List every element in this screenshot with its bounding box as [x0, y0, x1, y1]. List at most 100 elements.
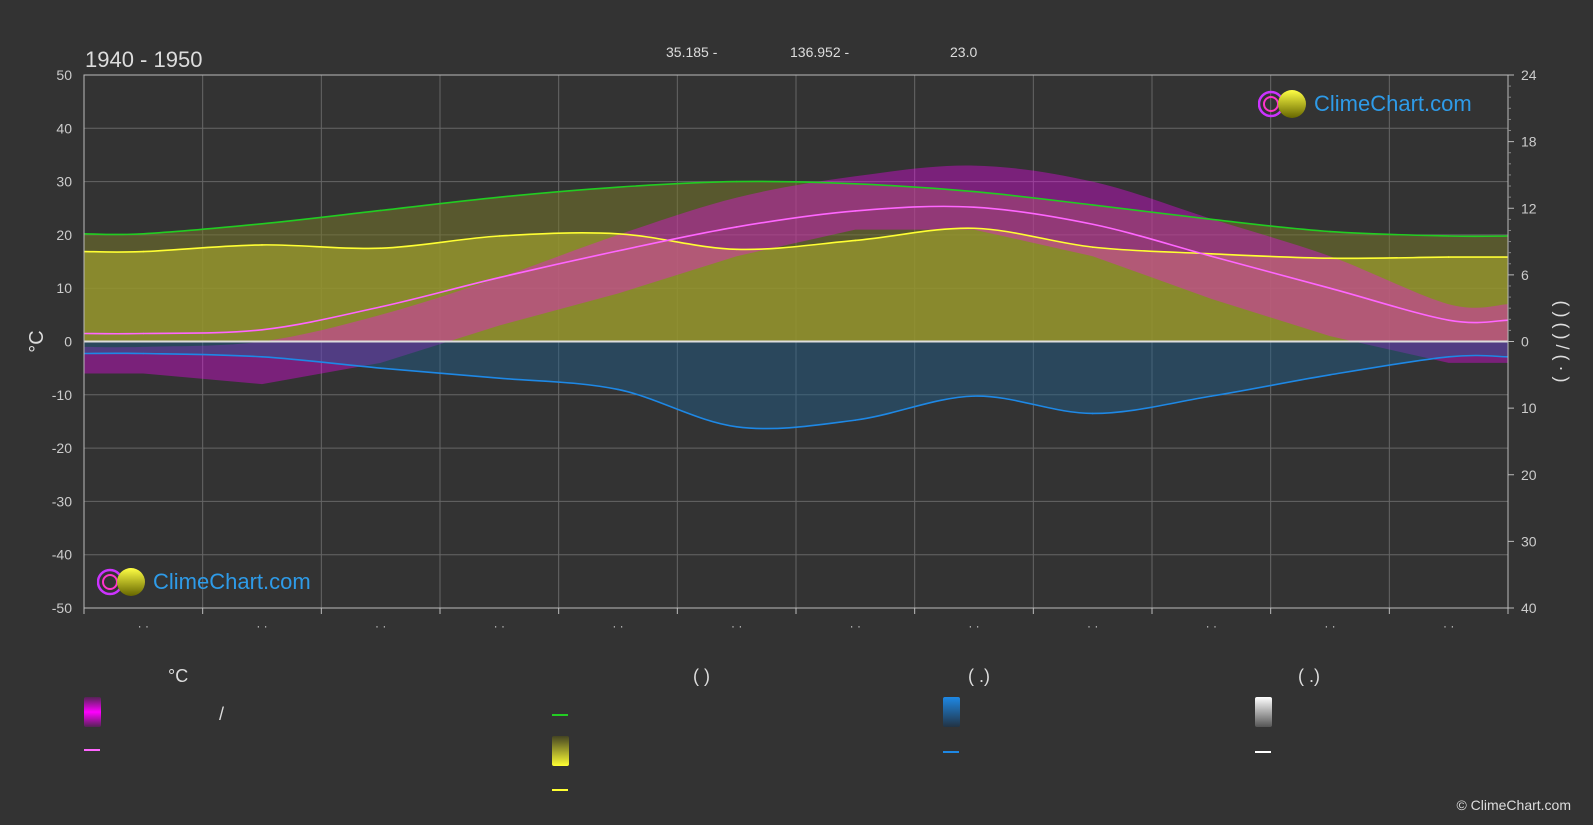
legend-temp-header: °C	[168, 666, 189, 686]
temp_mean-point	[1210, 255, 1213, 258]
rain-line-icon	[943, 751, 959, 753]
y-right-bottom-tick-label: 40	[1521, 600, 1537, 616]
y-left-tick-label: -30	[52, 493, 72, 509]
y-left-tick-label: -40	[52, 547, 72, 563]
precip-point	[1091, 412, 1094, 415]
temp_mean-point	[1329, 287, 1331, 290]
sunshine-swatch-icon	[552, 736, 569, 766]
sunshine-point	[1091, 246, 1094, 248]
elevation-value: 23.0	[950, 44, 978, 60]
y-left-axis-label: °C	[26, 330, 48, 352]
y-left-tick-label: -20	[52, 440, 72, 456]
month-label: · ·	[1087, 619, 1098, 633]
daylight-point	[1210, 218, 1213, 221]
month-label: · ·	[1324, 619, 1335, 633]
temp-range-swatch-icon	[84, 697, 101, 727]
y-right-top-tick-label: 12	[1521, 200, 1537, 216]
y-right-bottom-tick-label: 20	[1521, 467, 1537, 483]
month-label: · ·	[612, 619, 623, 633]
daylight-point	[142, 232, 145, 235]
daylight-point	[1091, 204, 1094, 206]
daylight-point	[498, 196, 501, 198]
sunshine-point	[379, 247, 382, 250]
daylight-line-icon	[552, 714, 568, 716]
rain-swatch-icon	[943, 697, 960, 727]
precip-point	[735, 425, 738, 428]
y-left-tick-label: 50	[56, 67, 72, 83]
month-label: · ·	[731, 619, 742, 633]
precip-point	[973, 395, 975, 397]
temp_mean-point	[379, 306, 382, 308]
temperature-mean-line	[83, 205, 1509, 335]
snow-swatch-icon	[1255, 697, 1272, 727]
daylight-line	[83, 180, 1509, 238]
temp-mean-line-icon	[84, 749, 100, 751]
latitude-value: 35.185 -	[666, 44, 718, 60]
climechart-logo-bottom: ClimeChart.com	[97, 566, 311, 598]
month-label: · ·	[494, 619, 505, 633]
precip-point	[498, 377, 501, 379]
temp_mean-point	[735, 226, 738, 228]
y-left-tick-label: 40	[56, 120, 72, 136]
legend-rain-header: ( .)	[968, 666, 990, 686]
y-left-tick-label: -50	[52, 600, 72, 616]
sunshine-line-icon	[552, 789, 568, 791]
month-label: · ·	[375, 619, 386, 633]
temperature-range-area	[84, 165, 1508, 385]
y-right-top-tick-label: 24	[1521, 67, 1537, 83]
precip-point	[379, 367, 382, 369]
daylight-point	[1447, 235, 1450, 237]
precip-point	[854, 419, 857, 421]
period-title: 1940 - 1950	[85, 47, 203, 72]
sunshine-point	[1329, 257, 1331, 260]
y-right-axis-label: ( ) ( ) / ( · )	[1552, 301, 1572, 383]
precip-point	[1329, 374, 1331, 376]
copyright-text: © ClimeChart.com	[1456, 797, 1571, 813]
daylight-point	[379, 209, 382, 212]
sunshine-point	[498, 235, 501, 237]
precip-point	[617, 388, 619, 391]
temp_mean-point	[854, 210, 857, 212]
precip-point	[261, 356, 263, 358]
temp_mean-point	[1091, 223, 1094, 226]
sunshine-area	[84, 228, 1508, 342]
y-left-tick-label: 30	[56, 174, 72, 190]
y-left-tick-label: -10	[52, 387, 72, 403]
precipitation-line	[83, 352, 1509, 430]
temp_mean-point	[261, 328, 263, 331]
month-label: · ·	[256, 619, 267, 633]
precip-point	[142, 352, 145, 355]
y-right-bottom-tick-label: 10	[1521, 400, 1537, 416]
legend-sun-header: ( )	[693, 666, 710, 686]
temp_mean-point	[1447, 319, 1450, 321]
sunshine-line	[83, 227, 1509, 260]
y-right-top-tick-label: 6	[1521, 267, 1529, 283]
daylight-point	[261, 222, 263, 225]
longitude-value: 136.952 -	[790, 44, 850, 60]
daylight-point	[1329, 230, 1331, 233]
temp_mean-point	[142, 332, 145, 335]
sunshine-point	[261, 244, 263, 246]
y-right-bottom-tick-label: 30	[1521, 533, 1537, 549]
month-label: · ·	[968, 619, 979, 633]
logo-text: ClimeChart.com	[1314, 91, 1472, 116]
temp_mean-point	[617, 250, 619, 252]
sunshine-point	[142, 250, 145, 253]
logo-text: ClimeChart.com	[153, 569, 311, 594]
climechart-logo-top: ClimeChart.com	[1258, 88, 1472, 120]
sunshine-point	[1210, 252, 1213, 255]
month-label: · ·	[1443, 619, 1454, 633]
y-left-tick-label: 20	[56, 227, 72, 243]
sunshine-point	[735, 248, 738, 251]
precip-point	[1447, 356, 1450, 358]
precipitation-area	[84, 341, 1508, 429]
sunshine-point	[617, 232, 619, 235]
y-left-tick-label: 0	[64, 334, 72, 350]
sunshine-point	[854, 239, 857, 242]
precip-point	[1210, 395, 1213, 397]
temp_mean-point	[498, 276, 501, 279]
daylight-point	[617, 186, 619, 188]
snow-line-icon	[1255, 751, 1271, 753]
temp_mean-point	[973, 206, 975, 208]
